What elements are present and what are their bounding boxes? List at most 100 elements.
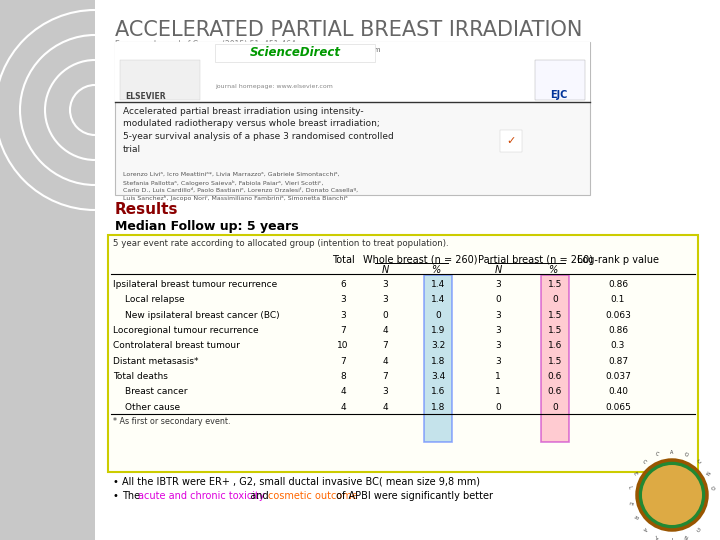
Text: 0.3: 0.3 bbox=[611, 341, 625, 350]
Text: 1.8: 1.8 bbox=[431, 403, 445, 411]
Text: Ipsilateral breast tumour recurrence: Ipsilateral breast tumour recurrence bbox=[113, 280, 277, 289]
Text: 1: 1 bbox=[495, 387, 501, 396]
Text: Other cause: Other cause bbox=[125, 403, 180, 411]
Text: 6: 6 bbox=[340, 280, 346, 289]
Text: 3: 3 bbox=[495, 280, 501, 289]
Text: ACCELERATED PARTIAL BREAST IRRADIATION: ACCELERATED PARTIAL BREAST IRRADIATION bbox=[115, 20, 582, 40]
Text: Breast cancer: Breast cancer bbox=[125, 387, 187, 396]
Text: I: I bbox=[671, 536, 672, 540]
Text: 0.063: 0.063 bbox=[605, 310, 631, 320]
Text: Accelerated partial breast irradiation using intensity-
modulated radiotherapy v: Accelerated partial breast irradiation u… bbox=[123, 107, 394, 153]
Text: cosmetic outcome: cosmetic outcome bbox=[268, 491, 358, 501]
Text: ✓: ✓ bbox=[506, 136, 516, 146]
Text: 1.6: 1.6 bbox=[431, 387, 445, 396]
Text: C: C bbox=[697, 459, 703, 465]
Text: 0.87: 0.87 bbox=[608, 356, 628, 366]
Text: 4: 4 bbox=[382, 403, 388, 411]
Bar bbox=[215, 44, 375, 62]
Text: 8: 8 bbox=[340, 372, 346, 381]
Circle shape bbox=[642, 465, 702, 525]
Text: 0.86: 0.86 bbox=[608, 280, 628, 289]
Text: L: L bbox=[627, 486, 632, 489]
Text: Total: Total bbox=[332, 255, 354, 265]
Text: O: O bbox=[711, 485, 717, 490]
Text: •: • bbox=[113, 477, 119, 487]
Text: 4: 4 bbox=[340, 403, 346, 411]
Text: Locoregional tumour recurrence: Locoregional tumour recurrence bbox=[113, 326, 258, 335]
Text: 1.4: 1.4 bbox=[431, 295, 445, 305]
Bar bbox=[108, 235, 698, 472]
Text: 1.6: 1.6 bbox=[548, 341, 562, 350]
Text: The: The bbox=[122, 491, 143, 501]
Text: 1.9: 1.9 bbox=[431, 326, 445, 335]
Text: N: N bbox=[706, 471, 712, 476]
Bar bbox=[115, 42, 590, 195]
Bar bbox=[424, 275, 452, 442]
Text: R: R bbox=[631, 514, 638, 519]
Text: 0.065: 0.065 bbox=[605, 403, 631, 411]
Text: %: % bbox=[549, 265, 557, 275]
Text: Median Follow up: 5 years: Median Follow up: 5 years bbox=[115, 220, 299, 233]
Bar bbox=[120, 60, 200, 100]
Text: All the IBTR were ER+ , G2, small ductal invasive BC( mean size 9,8 mm): All the IBTR were ER+ , G2, small ductal… bbox=[122, 477, 480, 487]
Text: * As first or secondary event.: * As first or secondary event. bbox=[113, 417, 230, 426]
Text: 1.5: 1.5 bbox=[548, 356, 562, 366]
Text: 3: 3 bbox=[495, 326, 501, 335]
Text: 0: 0 bbox=[495, 295, 501, 305]
Text: Distant metasasis*: Distant metasasis* bbox=[113, 356, 199, 366]
Text: Controlateral breast tumour: Controlateral breast tumour bbox=[113, 341, 240, 350]
Text: acute and chronic toxicity: acute and chronic toxicity bbox=[138, 491, 265, 501]
Text: 0.6: 0.6 bbox=[548, 387, 562, 396]
Bar bbox=[0, 0, 95, 540]
Bar bbox=[115, 42, 590, 102]
Circle shape bbox=[637, 460, 707, 530]
Text: 1: 1 bbox=[495, 372, 501, 381]
Text: 3.2: 3.2 bbox=[431, 341, 445, 350]
Text: 3: 3 bbox=[495, 310, 501, 320]
Text: 0: 0 bbox=[382, 310, 388, 320]
Text: 0: 0 bbox=[435, 310, 441, 320]
Text: %: % bbox=[431, 265, 441, 275]
Text: 1.8: 1.8 bbox=[431, 356, 445, 366]
Bar bbox=[541, 275, 569, 442]
Text: E: E bbox=[627, 501, 632, 504]
Text: 4: 4 bbox=[340, 387, 346, 396]
Text: 0: 0 bbox=[552, 403, 558, 411]
Text: 0: 0 bbox=[495, 403, 501, 411]
Text: 3: 3 bbox=[382, 280, 388, 289]
Text: 3: 3 bbox=[382, 295, 388, 305]
Text: Lorenzo Liviᵃ, Icro Meattiniᵃ*, Livia Marrazzoᵃ, Gabriele Simontacchiᵃ,
Stefania: Lorenzo Liviᵃ, Icro Meattiniᵃ*, Livia Ma… bbox=[123, 172, 358, 201]
Text: 3: 3 bbox=[340, 310, 346, 320]
Text: G: G bbox=[696, 525, 703, 531]
Text: 0.86: 0.86 bbox=[608, 326, 628, 335]
Text: EJC: EJC bbox=[550, 90, 567, 100]
Text: 0: 0 bbox=[552, 295, 558, 305]
Text: 3: 3 bbox=[340, 295, 346, 305]
Text: 1.5: 1.5 bbox=[548, 280, 562, 289]
Text: Whole breast (n = 260): Whole breast (n = 260) bbox=[364, 255, 478, 265]
Text: New ipsilateral breast cancer (BC): New ipsilateral breast cancer (BC) bbox=[125, 310, 279, 320]
Text: N: N bbox=[495, 265, 502, 275]
Text: 1.5: 1.5 bbox=[548, 310, 562, 320]
Text: 7: 7 bbox=[340, 356, 346, 366]
Text: and: and bbox=[243, 491, 271, 501]
Text: Total deaths: Total deaths bbox=[113, 372, 168, 381]
Bar bbox=[500, 130, 522, 152]
Text: 3: 3 bbox=[495, 356, 501, 366]
Bar bbox=[535, 60, 585, 100]
Text: A: A bbox=[670, 449, 674, 455]
Text: 0.40: 0.40 bbox=[608, 387, 628, 396]
Text: 10: 10 bbox=[337, 341, 348, 350]
Text: Local relapse: Local relapse bbox=[125, 295, 184, 305]
Text: C: C bbox=[655, 451, 660, 457]
Text: Results: Results bbox=[115, 202, 179, 217]
Text: 5 year event rate according to allocated group (intention to treat population).: 5 year event rate according to allocated… bbox=[113, 239, 449, 248]
Text: Partial breast (n = 260): Partial breast (n = 260) bbox=[478, 255, 593, 265]
Text: •: • bbox=[113, 491, 119, 501]
Text: 0.037: 0.037 bbox=[605, 372, 631, 381]
Text: 7: 7 bbox=[382, 341, 388, 350]
Text: Available at www.sciencedirect.com: Available at www.sciencedirect.com bbox=[255, 47, 380, 53]
Text: C: C bbox=[642, 459, 647, 465]
Text: 7: 7 bbox=[340, 326, 346, 335]
Text: 0.6: 0.6 bbox=[548, 372, 562, 381]
